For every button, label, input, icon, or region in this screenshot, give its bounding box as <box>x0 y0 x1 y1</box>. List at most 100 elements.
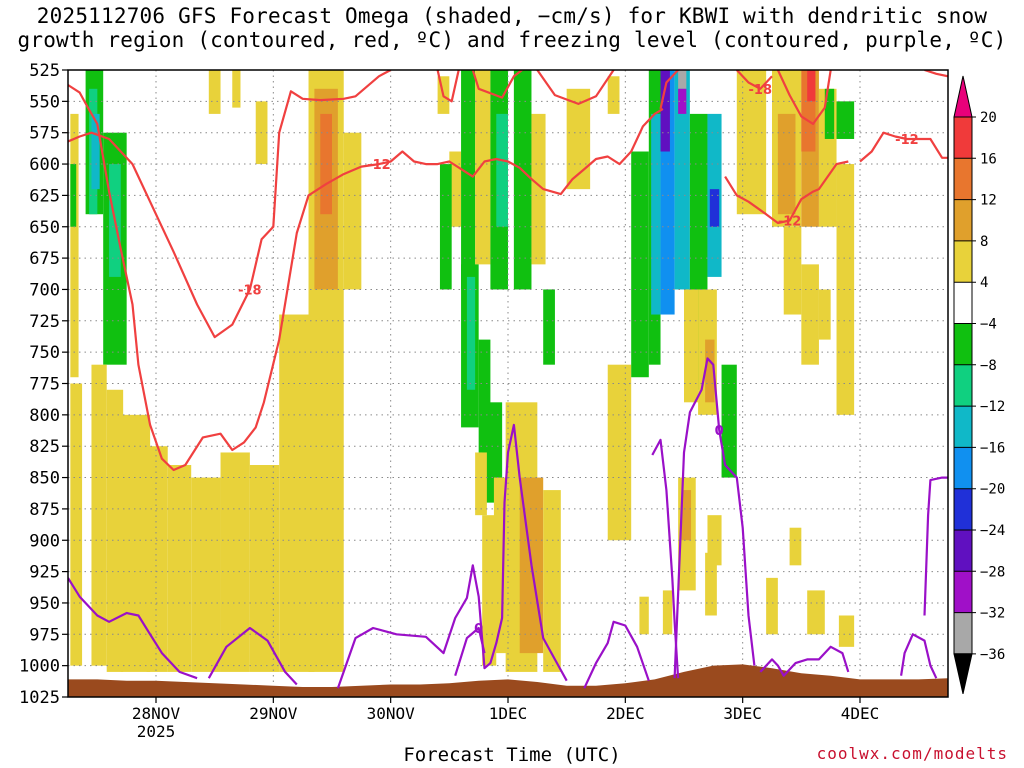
y-tick-label-1: 550 <box>29 92 60 112</box>
x-tick-label-5: 3DEC <box>723 704 762 723</box>
y-tick-label-19: 1000 <box>19 657 60 677</box>
omega-cell-45 <box>607 364 632 541</box>
omega-cell-51 <box>660 70 670 152</box>
colorbar-label-10: −24 <box>980 523 1005 539</box>
y-tick-label-5: 650 <box>29 218 60 238</box>
omega-cell-49 <box>651 113 661 315</box>
omega-shading-layer <box>70 70 855 672</box>
colorbar-label-0: 20 <box>980 110 997 126</box>
y-tick-label-11: 800 <box>29 406 60 426</box>
x-tick-label-1: 29NOV <box>249 704 298 723</box>
y-tick-label-7: 700 <box>29 280 60 300</box>
dgz-contour-label-9: -12 <box>895 133 919 148</box>
omega-cell-13 <box>191 477 221 672</box>
omega-cell-43 <box>543 289 555 365</box>
omega-cell-80 <box>766 577 778 635</box>
freezing-contour-label-3: 0 <box>474 622 483 637</box>
colorbar-label-11: −28 <box>980 564 1005 580</box>
omega-cell-59 <box>684 289 699 403</box>
dgz-contour-line-6 <box>724 160 849 225</box>
dgz-contour-line-3 <box>471 70 523 99</box>
colorbar-label-13: −36 <box>980 647 1005 663</box>
colorbar-swatch-10 <box>954 530 972 572</box>
omega-cell-31 <box>478 339 491 453</box>
omega-cell-52 <box>674 70 690 290</box>
colorbar-swatch-7 <box>954 406 972 448</box>
y-tick-label-9: 750 <box>29 343 60 363</box>
omega-cell-10 <box>120 414 151 672</box>
y-tick-label-14: 875 <box>29 500 60 520</box>
colorbar-label-8: −16 <box>980 440 1005 456</box>
freezing-contour-line-9 <box>923 476 948 616</box>
omega-cell-44 <box>566 88 591 190</box>
colorbar-label-2: 12 <box>980 193 997 209</box>
omega-cell-63 <box>681 490 692 541</box>
y-tick-label-6: 675 <box>29 249 60 269</box>
freezing-contour-line-6 <box>673 357 756 679</box>
omega-cell-18 <box>232 70 241 108</box>
y-tick-label-2: 575 <box>29 124 60 144</box>
colorbar-swatch-2 <box>954 199 972 241</box>
freezing-contour-line-3 <box>454 626 486 677</box>
omega-cell-2 <box>70 383 83 666</box>
x-tick-sublabel-0: 2025 <box>137 722 176 741</box>
omega-cell-35 <box>475 452 487 516</box>
x-tick-label-2: 30NOV <box>367 704 416 723</box>
omega-cell-22 <box>320 113 332 215</box>
omega-cell-8 <box>91 364 107 666</box>
omega-cell-70 <box>807 70 816 102</box>
omega-cell-26 <box>439 164 452 290</box>
dgz-contour-line-5 <box>659 70 679 110</box>
y-tick-label-4: 625 <box>29 186 60 206</box>
y-tick-label-20: 1025 <box>19 688 60 708</box>
omega-cell-76 <box>801 264 819 365</box>
omega-cell-1 <box>70 164 77 227</box>
freezing-contour-line-8 <box>900 633 938 679</box>
omega-cell-27 <box>461 70 476 290</box>
omega-cell-58 <box>721 364 737 478</box>
dgz-contour-line-7 <box>735 70 773 90</box>
freezing-contour-label-6: 0 <box>715 424 724 439</box>
colorbar-swatch-5 <box>954 323 972 365</box>
omega-cell-65 <box>736 70 767 215</box>
dgz-contour-line-1 <box>68 84 664 472</box>
y-tick-label-12: 825 <box>29 437 60 457</box>
ground-area <box>68 664 948 697</box>
omega-cell-79 <box>807 590 825 635</box>
colorbar-swatch-4 <box>954 282 972 324</box>
colorbar-label-5: −4 <box>980 317 997 333</box>
dgz-contour-label-1: -12 <box>367 158 391 173</box>
x-tick-label-6: 4DEC <box>841 704 880 723</box>
omega-cell-77 <box>818 289 831 340</box>
colorbar: 20 16 12 8 4 −4 −8 −12 −16 −20 −24 −28 −32 −36 <box>953 75 1005 695</box>
colorbar-label-6: −8 <box>980 358 997 374</box>
omega-cell-61 <box>705 339 715 403</box>
dgz-contour-line-2 <box>436 70 460 103</box>
y-tick-label-8: 725 <box>29 312 60 332</box>
y-tick-label-18: 975 <box>29 625 60 645</box>
omega-cell-54 <box>678 88 687 114</box>
colorbar-label-3: 8 <box>980 234 988 250</box>
dgz-contour-layer: -18 -12 -12 -18 -12 <box>68 70 948 472</box>
omega-cell-15 <box>249 465 280 672</box>
x-axis-title: Forecast Time (UTC) <box>403 744 621 766</box>
omega-cell-67 <box>777 113 796 215</box>
freezing-contour-line-2 <box>336 423 568 689</box>
source-credit: coolwx.com/modelts <box>816 744 1008 763</box>
omega-cell-9 <box>106 389 124 672</box>
colorbar-swatch-0 <box>954 117 972 159</box>
y-tick-label-3: 600 <box>29 155 60 175</box>
omega-cell-0 <box>70 113 79 378</box>
colorbar-bottom-triangle <box>953 653 973 695</box>
dgz-contour-line-4 <box>536 70 615 105</box>
axes: 525 550 575 600 625 650 675 700 725 750 775 800 825 8… <box>19 61 879 741</box>
omega-cell-72 <box>824 88 835 139</box>
omega-cell-28 <box>475 70 491 265</box>
dgz-contour-label-7: -18 <box>749 83 773 98</box>
freezing-contour-line-0 <box>68 577 198 680</box>
omega-cell-57 <box>709 189 720 227</box>
omega-cell-47 <box>631 151 649 378</box>
dgz-contour-label-0: -18 <box>238 283 262 298</box>
omega-cell-40 <box>543 490 561 672</box>
dgz-contour-line-9 <box>859 131 948 163</box>
